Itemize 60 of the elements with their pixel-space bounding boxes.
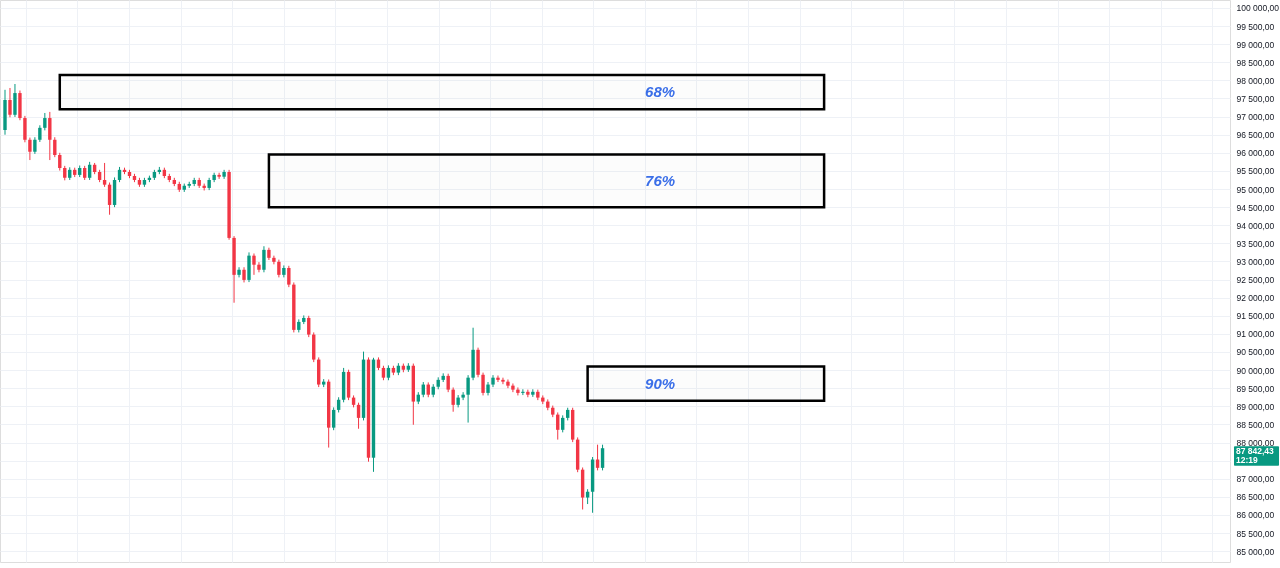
candlestick [217,172,221,180]
candlestick [516,386,520,396]
y-tick-label: 85 000,00 [1236,546,1275,557]
candlestick [257,261,261,273]
y-tick-label: 88 500,00 [1236,419,1275,430]
y-tick-label: 95 500,00 [1236,166,1275,177]
y-tick-label: 96 500,00 [1236,130,1275,141]
candlestick [521,388,525,396]
y-tick-label: 99 500,00 [1236,21,1275,32]
y-tick-label: 89 500,00 [1236,383,1275,394]
candlestick [8,87,12,118]
y-tick-label: 93 500,00 [1236,238,1275,249]
candlestick [461,391,465,401]
y-tick-label: 85 500,00 [1236,528,1275,539]
band-label: 90% [645,374,676,392]
y-tick-label: 91 500,00 [1236,311,1275,322]
candlestick [23,115,27,143]
y-tick-label: 95 000,00 [1236,184,1275,195]
candlestick [506,378,510,389]
y-tick-label: 86 000,00 [1236,510,1275,521]
y-tick-label: 93 000,00 [1236,256,1275,267]
y-tick-label: 99 000,00 [1236,39,1275,50]
candlestick [102,162,107,188]
y-tick-label: 92 000,00 [1236,293,1275,304]
y-tick-label: 94 000,00 [1236,220,1275,231]
text: 12:19 [1236,455,1259,466]
band-label: 68% [645,83,676,101]
band-label: 76% [645,171,676,189]
y-tick-label: 91 000,00 [1236,329,1275,340]
y-tick-label: 98 500,00 [1236,57,1275,68]
candlestick [262,245,266,273]
candlestick [466,374,470,424]
y-tick-label: 90 500,00 [1236,347,1275,358]
candlestick [446,373,450,393]
candlestick [13,83,17,118]
candlestick [287,265,291,288]
candlestick [451,386,455,413]
candlestick [496,375,500,383]
y-tick-label: 89 000,00 [1236,401,1275,412]
y-tick-label: 86 500,00 [1236,492,1275,503]
y-tick-label: 90 000,00 [1236,365,1275,376]
y-tick-label: 88 000,00 [1236,438,1275,448]
candlestick [48,111,52,161]
candlestick [331,406,336,431]
candlestick [526,389,530,398]
candlestick [252,252,256,276]
candlestick [28,137,32,161]
candlestick [501,377,505,385]
y-tick-label: 100 000,00 [1236,3,1280,14]
candlestick [600,444,605,471]
candlestick [237,266,241,278]
y-tick-label: 94 500,00 [1236,202,1275,213]
y-tick-label: 87 000,00 [1236,474,1275,485]
y-tick-label: 96 000,00 [1236,148,1275,159]
y-tick-label: 97 500,00 [1236,93,1275,104]
y-tick-label: 98 000,00 [1236,75,1275,86]
y-tick-label: 97 000,00 [1236,112,1275,123]
candlestick [511,382,515,393]
y-tick-label: 92 500,00 [1236,275,1275,286]
candlestick [481,372,485,396]
